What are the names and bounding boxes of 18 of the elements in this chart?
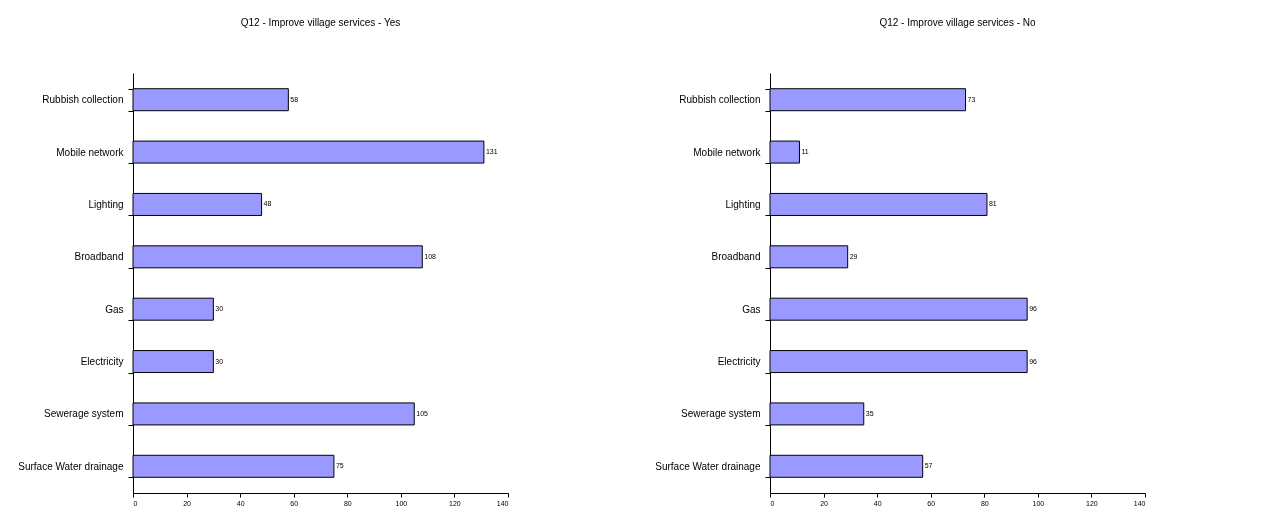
y-tick-label: Electricity [80,356,124,368]
y-tick-label: Gas [742,303,761,315]
y-tick-label: Rubbish collection [679,94,761,106]
y-tick-label: Sewerage system [681,408,761,420]
y-tick-label: Mobile network [693,146,762,158]
y-tick-label: Lighting [725,198,761,210]
y-tick-label: Mobile network [56,146,125,158]
y-tick-label: Gas [105,303,124,315]
y-tick-label: Lighting [88,198,124,210]
y-tick-label: Electricity [717,356,761,368]
y-tick-label: Sewerage system [44,408,124,420]
y-tick-label: Surface Water drainage [655,460,761,472]
y-tick-label: Surface Water drainage [18,460,124,472]
y-tick-label: Broadband [711,251,761,263]
y-tick-label: Broadband [74,251,124,263]
chart-title: Q12 - Improve village services - Yes [240,17,401,28]
chart-title: Q12 - Improve village services - No [879,17,1037,28]
y-tick-label: Rubbish collection [42,94,124,106]
